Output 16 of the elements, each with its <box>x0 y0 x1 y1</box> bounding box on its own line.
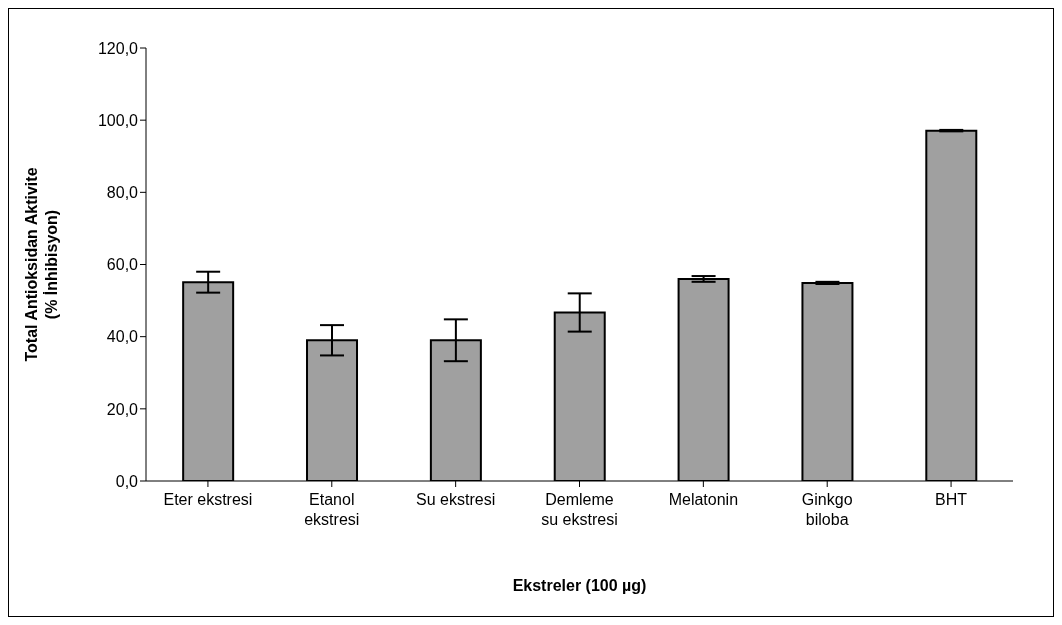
x-axis-title: Ekstreler (100 µg) <box>512 577 647 594</box>
x-tick-label: Eter ekstresi <box>163 491 253 508</box>
x-tick-label: Melatonin <box>668 491 739 508</box>
y-tick-label: 120,0 <box>97 39 139 57</box>
y-tick-label: 100,0 <box>97 111 139 129</box>
y-tick-label: 40,0 <box>106 328 139 346</box>
y-tick-label: 20,0 <box>106 400 139 418</box>
x-tick-label: Ginkgo biloba <box>801 491 853 528</box>
y-tick-label: 0,0 <box>115 472 139 490</box>
x-tick-label: Su ekstresi <box>416 491 496 508</box>
x-tick-label: Etanol ekstresi <box>304 491 360 528</box>
x-tick-label: BHT <box>935 491 968 508</box>
x-tick-label: Demleme su ekstresi <box>541 491 618 528</box>
y-tick-label: 80,0 <box>106 184 139 202</box>
y-axis-title: Total Antioksidan Aktivite (% İnhibisyon) <box>23 167 60 362</box>
y-tick-label: 60,0 <box>106 256 139 274</box>
